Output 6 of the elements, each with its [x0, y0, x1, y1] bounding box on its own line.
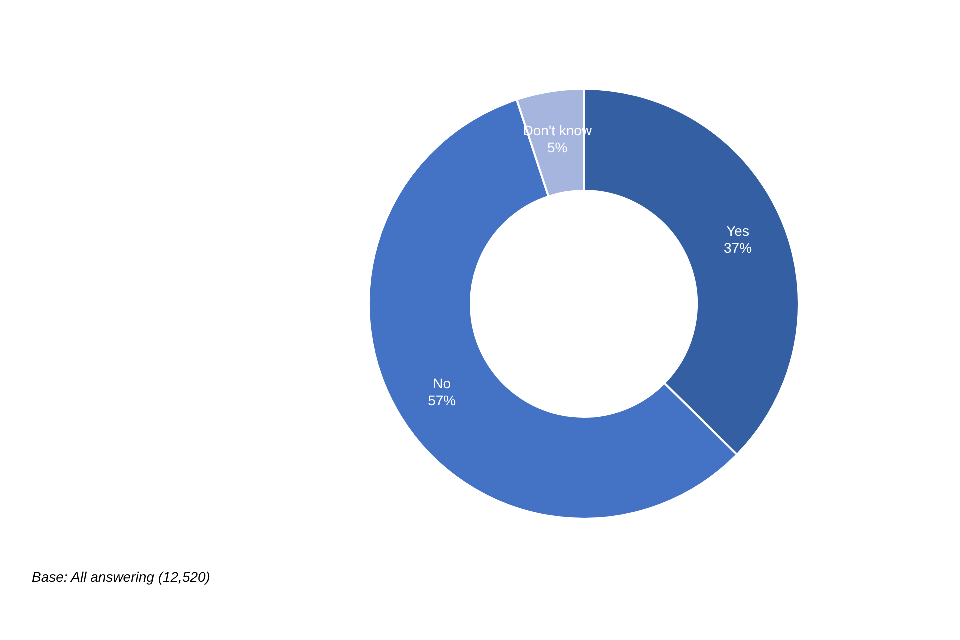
data-label: 37%: [724, 240, 752, 256]
text: Base: All answering (12,520): [32, 569, 210, 585]
data-label: 5%: [547, 140, 568, 156]
slice-label: No: [433, 376, 452, 392]
slice-label: Yes: [726, 222, 750, 239]
data-label: 57%: [428, 392, 456, 409]
